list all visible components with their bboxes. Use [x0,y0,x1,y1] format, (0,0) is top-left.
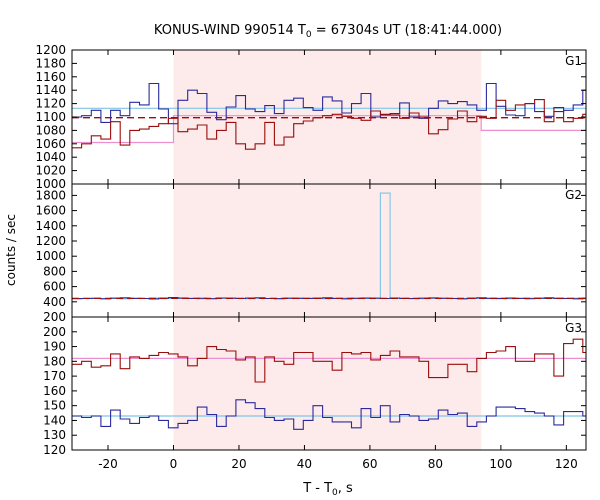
panel-frame [71,316,587,451]
y-tick-label: 400 [43,295,66,309]
x-tick-label: 40 [297,457,312,471]
y-tick-label: 1020 [35,164,66,178]
y-axis-label: counts / sec [4,214,18,286]
y-tick-label: 180 [43,354,66,368]
series-blue-G3 [72,399,586,430]
y-tick-label: 800 [43,264,66,278]
x-tick-label: 100 [489,457,512,471]
panel-label: G3 [565,321,582,335]
y-tick-label: 160 [43,384,66,398]
y-tick-label: 1080 [35,123,66,137]
y-tick-label: 1400 [35,219,66,233]
y-tick-label: 120 [43,443,66,457]
shaded-interval [173,50,482,450]
chart-title-subscript: 0 [306,30,312,40]
y-tick-label: 1140 [35,83,66,97]
y-tick-label: 1060 [35,137,66,151]
x-tick-label: 60 [362,457,377,471]
x-axis-label-main: T - T [302,481,332,496]
y-tick-label: 200 [43,310,66,324]
y-tick-label: 1200 [35,43,66,57]
y-tick-label: 1040 [35,150,66,164]
y-tick-label: 1000 [35,249,66,263]
y-tick-label: 190 [43,340,66,354]
x-tick-label: 120 [555,457,578,471]
series-blue-G1 [72,82,586,125]
y-tick-label: 200 [43,325,66,339]
x-axis-label-rest: , s [338,481,353,496]
plot-area: 1000102010401060108011001120114011601180… [35,43,587,471]
y-tick-label: 1160 [35,70,66,84]
y-tick-label: 1600 [35,204,66,218]
y-tick-label: 1200 [35,234,66,248]
x-axis-label-subscript: 0 [332,488,338,498]
y-tick-label: 600 [43,280,66,294]
chart-title-main: KONUS-WIND 990514 T [154,23,306,38]
series-red-G1 [72,99,586,150]
y-tick-label: 150 [43,399,66,413]
x-tick-label: -20 [98,457,118,471]
series-red-G3 [72,338,586,383]
x-tick-label: 0 [170,457,178,471]
y-tick-label: 1000 [35,177,66,191]
y-tick-label: 1180 [35,56,66,70]
y-tick-label: 130 [43,428,66,442]
x-axis-label: T - T0, s [302,481,353,498]
panel-label: G2 [565,188,582,202]
x-tick-label: 20 [231,457,246,471]
chart-title-rest: = 67304s UT (18:41:44.000) [312,23,502,38]
y-tick-label: 1120 [35,97,66,111]
y-tick-label: 140 [43,413,66,427]
y-tick-label: 170 [43,369,66,383]
panel-label: G1 [565,54,582,68]
y-tick-label: 1100 [35,110,66,124]
chart-title: KONUS-WIND 990514 T0 = 67304s UT (18:41:… [154,23,502,40]
y-tick-label: 1800 [35,188,66,202]
x-tick-label: 80 [428,457,443,471]
